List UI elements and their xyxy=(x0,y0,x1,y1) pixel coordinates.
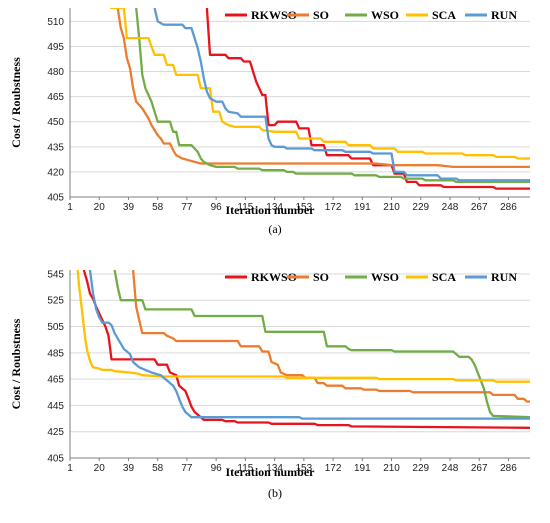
y-tick-label: 465 xyxy=(47,92,64,103)
series-line-run xyxy=(153,8,530,182)
legend-label-so: SO xyxy=(313,270,329,284)
x-tick-label: 172 xyxy=(325,463,342,474)
y-tick-label: 505 xyxy=(47,322,64,333)
x-tick-label: 58 xyxy=(152,202,164,213)
series-line-run xyxy=(88,270,530,420)
y-tick-label: 405 xyxy=(47,193,64,204)
x-axis-title: Iteration number xyxy=(226,203,316,217)
x-tick-label: 96 xyxy=(211,202,223,213)
x-tick-label: 1 xyxy=(67,463,73,474)
x-tick-label: 248 xyxy=(442,202,459,213)
series-line-so xyxy=(131,270,530,403)
y-tick-label: 425 xyxy=(47,427,64,438)
series-line-sca xyxy=(76,270,530,383)
legend-label-sca: SCA xyxy=(432,8,456,22)
x-tick-label: 20 xyxy=(94,463,106,474)
series-line-wso xyxy=(113,270,530,419)
x-tick-label: 286 xyxy=(500,463,517,474)
series-line-wso xyxy=(135,8,530,184)
x-tick-label: 286 xyxy=(500,202,517,213)
x-tick-label: 58 xyxy=(152,463,164,474)
x-tick-label: 191 xyxy=(354,463,371,474)
y-tick-label: 445 xyxy=(47,401,64,412)
x-tick-label: 267 xyxy=(471,202,488,213)
y-tick-label: 485 xyxy=(47,348,64,359)
x-tick-label: 39 xyxy=(123,463,135,474)
x-tick-label: 210 xyxy=(383,463,400,474)
legend-label-wso: WSO xyxy=(371,8,399,22)
chart-panel-b: 405 425 445 465 485 505 525 545 1 20 39 58 77 96 115 13… xyxy=(9,269,530,500)
x-axis-title: Iteration number xyxy=(226,465,316,479)
x-tick-label: 153 xyxy=(296,202,313,213)
y-axis-title: Cost / Roubstness xyxy=(9,318,23,409)
legend-label-rkwso: RKWSO xyxy=(251,270,297,284)
y-tick-label: 545 xyxy=(47,269,64,280)
y-tick-label: 465 xyxy=(47,375,64,386)
y-tick-label: 405 xyxy=(47,454,64,465)
legend-label-run: RUN xyxy=(491,8,517,22)
x-tick-label: 229 xyxy=(412,202,429,213)
x-tick-label: 77 xyxy=(181,463,193,474)
x-tick-label: 1 xyxy=(67,202,73,213)
x-tick-label: 191 xyxy=(354,202,371,213)
x-tick-label: 172 xyxy=(325,202,342,213)
panel-caption-b: (b) xyxy=(268,486,282,500)
chart-panel-a: 405 420 435 450 465 480 495 510 1 20 39 58 77 96 115 13… xyxy=(9,8,530,236)
x-tick-label: 96 xyxy=(211,463,223,474)
legend-label-so: SO xyxy=(313,8,329,22)
legend-label-sca: SCA xyxy=(432,270,456,284)
x-tick-label: 77 xyxy=(181,202,193,213)
x-tick-label: 20 xyxy=(94,202,106,213)
y-tick-label: 420 xyxy=(47,167,64,178)
x-tick-label: 267 xyxy=(471,463,488,474)
y-tick-label: 480 xyxy=(47,67,64,78)
x-tick-label: 248 xyxy=(442,463,459,474)
legend-label-rkwso: RKWSO xyxy=(251,8,297,22)
series-line-rkwso xyxy=(82,270,530,429)
y-tick-label: 435 xyxy=(47,142,64,153)
y-axis-title: Cost / Roubstness xyxy=(9,57,23,148)
y-tick-label: 450 xyxy=(47,117,64,128)
legend-label-wso: WSO xyxy=(371,270,399,284)
x-tick-label: 115 xyxy=(237,463,253,474)
series-line-sca xyxy=(110,8,530,160)
series-line-rkwso xyxy=(205,8,530,190)
series-line-so xyxy=(116,8,530,169)
x-tick-label: 115 xyxy=(237,202,253,213)
y-tick-label: 510 xyxy=(47,17,64,28)
y-tick-label: 525 xyxy=(47,296,64,307)
x-tick-label: 39 xyxy=(123,202,135,213)
x-tick-label: 134 xyxy=(266,202,283,213)
x-tick-label: 229 xyxy=(412,463,429,474)
panel-caption-a: (a) xyxy=(268,222,281,236)
x-tick-label: 153 xyxy=(296,463,313,474)
x-tick-label: 134 xyxy=(266,463,283,474)
legend-label-run: RUN xyxy=(491,270,517,284)
x-tick-label: 210 xyxy=(383,202,400,213)
y-tick-label: 495 xyxy=(47,42,64,53)
